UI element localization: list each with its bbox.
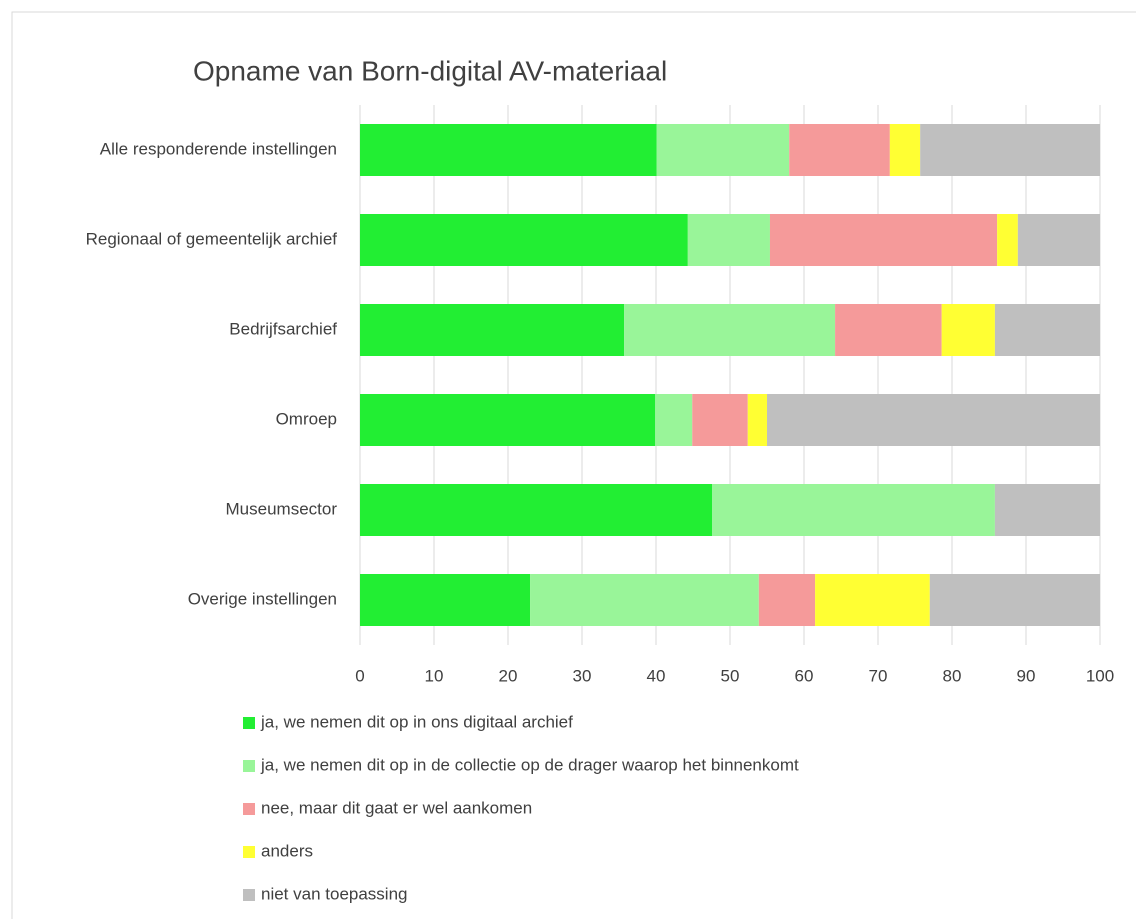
x-tick-label: 90 [1017,666,1036,685]
bar-segment [360,484,713,536]
bar-segment [687,214,770,266]
x-tick-label: 50 [721,666,740,685]
legend-swatch [243,803,255,815]
bar-segment [815,574,930,626]
bar-segment [769,214,998,266]
x-tick-label: 70 [869,666,888,685]
x-tick-label: 100 [1086,666,1114,685]
bar-segment [360,214,688,266]
y-tick-label: Museumsector [226,499,338,518]
x-tick-label: 0 [355,666,364,685]
bar-segment [920,124,1100,176]
x-tick-label: 30 [573,666,592,685]
bar-segment [997,214,1018,266]
bar-segment [747,394,767,446]
bar-segment [656,124,790,176]
y-tick-label: Regionaal of gemeentelijk archief [86,229,338,248]
bar-segment [789,124,890,176]
legend-label: ja, we nemen dit op in ons digitaal arch… [260,712,573,731]
bar-segment [767,394,1100,446]
legend-swatch [243,717,255,729]
bar-segment [655,394,693,446]
legend-swatch [243,846,255,858]
bar-segment [941,304,995,356]
x-tick-label: 60 [795,666,814,685]
bar-segment [994,484,1100,536]
bar-segment [360,574,531,626]
x-tick-label: 10 [425,666,444,685]
x-tick-label: 20 [499,666,518,685]
bar-segment [835,304,942,356]
bar-segment [692,394,748,446]
y-tick-label: Bedrijfsarchief [229,319,337,338]
legend-label: anders [261,841,313,860]
bar-segment [994,304,1100,356]
bar-segment [712,484,995,536]
bar-segment [624,304,836,356]
bar-segment [530,574,759,626]
y-tick-label: Alle responderende instellingen [100,139,337,158]
y-tick-label: Overige instellingen [188,589,337,608]
bar-segment [889,124,921,176]
y-tick-label: Omroep [276,409,337,428]
x-tick-label: 80 [943,666,962,685]
bar-segment [758,574,816,626]
legend-swatch [243,889,255,901]
bar-segment [360,304,625,356]
legend-label: niet van toepassing [261,884,408,903]
bar-segment [1017,214,1100,266]
bar-segment [360,124,657,176]
bar-segment [929,574,1100,626]
legend-swatch [243,760,255,772]
legend-label: nee, maar dit gaat er wel aankomen [261,798,532,817]
chart-title: Opname van Born-digital AV-materiaal [193,55,667,86]
bar-segment [360,394,656,446]
legend-label: ja, we nemen dit op in de collectie op d… [260,755,799,774]
x-tick-label: 40 [647,666,666,685]
